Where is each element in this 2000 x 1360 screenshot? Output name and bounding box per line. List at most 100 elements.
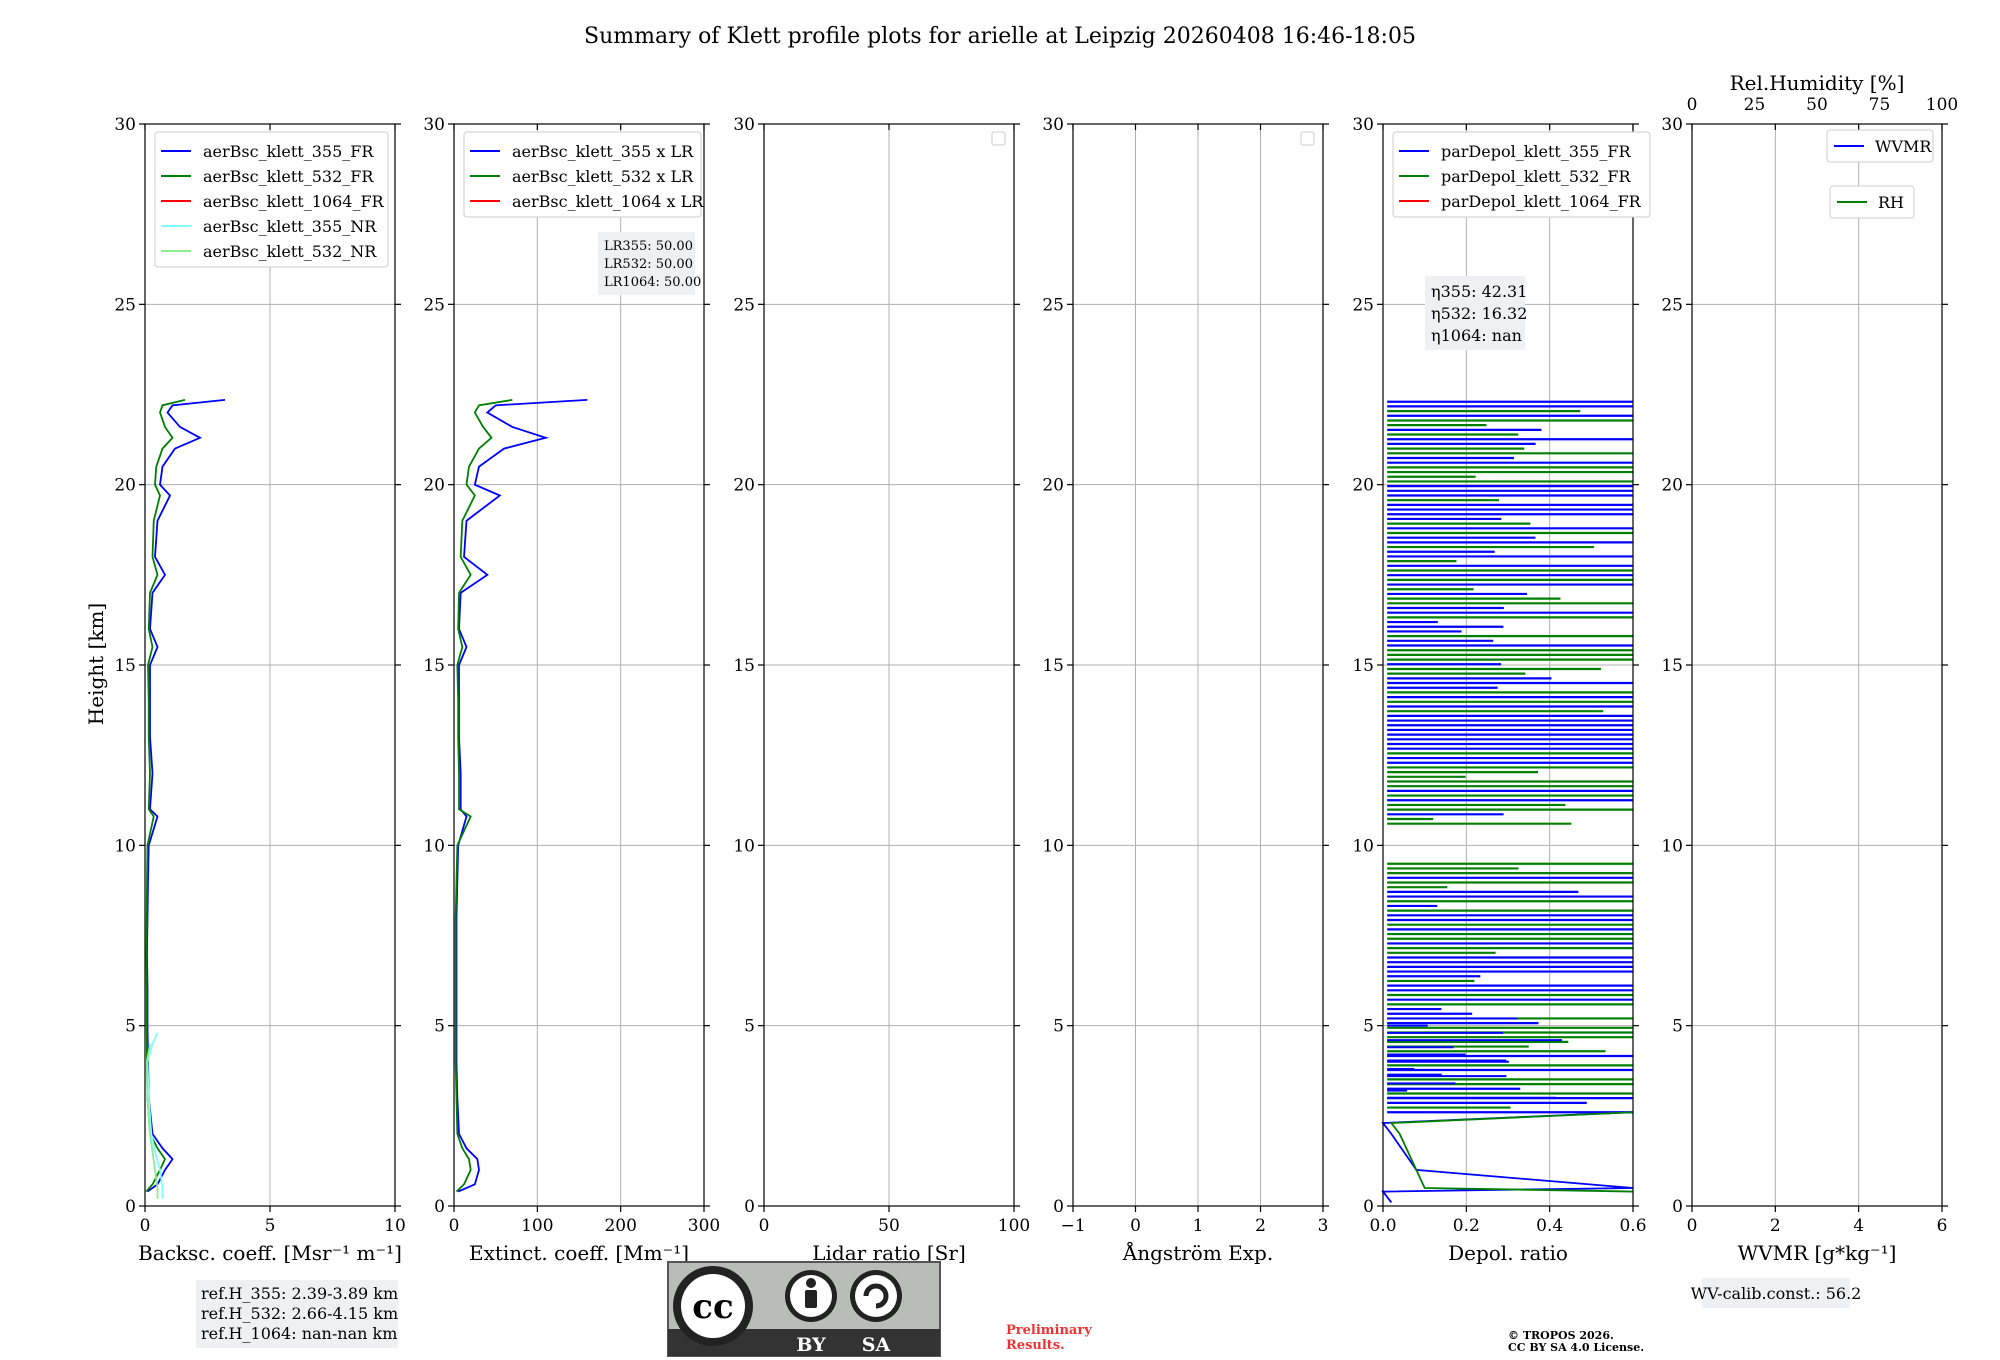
legend-box [1392, 131, 1651, 218]
x-tick-label: 6 [1937, 1216, 1948, 1236]
x2-tick-label: 25 [1744, 95, 1766, 115]
x-tick-label: 0.6 [1619, 1216, 1646, 1236]
y-tick-label: 25 [114, 295, 136, 315]
preliminary-line-2: Results. [1006, 1338, 1065, 1353]
x-tick-label: 50 [878, 1216, 900, 1236]
x-axis-label: Backsc. coeff. [Msr⁻¹ m⁻¹] [138, 1241, 402, 1265]
ref-height-line: ref.H_532: 2.66-4.15 km [201, 1304, 398, 1323]
plot-frame [1382, 123, 1634, 1207]
panel-backscatter: 0 5 10 0 5 10 15 20 25 30 Backsc. coeff. [Msr⁻¹ m⁻… [114, 115, 406, 1348]
y-tick-label: 15 [1352, 656, 1374, 676]
x-axis-label: Ångström Exp. [1122, 1240, 1273, 1265]
series-aerBsc_klett_532 x LR [454, 399, 513, 1193]
cc-license-badge: cc BY SA [667, 1261, 941, 1357]
lr-info-line: LR355: 50.00 [604, 239, 693, 254]
y-tick-label: 15 [114, 656, 136, 676]
y-tick-label: 30 [423, 115, 445, 135]
y-tick-label: 25 [1661, 295, 1683, 315]
legend-entry: aerBsc_klett_532_FR [203, 167, 374, 186]
y-tick-label: 15 [733, 656, 755, 676]
plot-frame [763, 123, 1015, 1207]
y-tick-label: 10 [1352, 836, 1374, 856]
plot-frame [453, 123, 705, 1207]
y-tick-label: 25 [1042, 295, 1064, 315]
ref-height-box [196, 1280, 398, 1348]
y-tick-label: 10 [1661, 836, 1683, 856]
x-tick-label: 100 [998, 1216, 1030, 1236]
x-tick-label: 0 [1130, 1216, 1141, 1236]
y-tick-label: 30 [1042, 115, 1064, 135]
cc-by-label: BY [796, 1334, 826, 1356]
y-tick-label: 20 [1661, 476, 1683, 496]
plot-frame [1691, 123, 1943, 1207]
legend-entry: parDepol_klett_532_FR [1441, 167, 1632, 186]
eta-info-line: η532: 16.32 [1431, 304, 1527, 323]
copyright-line-1: © TROPOS 2026. [1508, 1329, 1614, 1342]
y-tick-label: 20 [1042, 476, 1064, 496]
wv-calib-box [1702, 1278, 1850, 1308]
x-tick-label: 0 [759, 1216, 770, 1236]
legend-entry: aerBsc_klett_532_NR [203, 242, 377, 261]
y-tick-label: 5 [434, 1017, 445, 1037]
legend-entry: aerBsc_klett_532 x LR [512, 167, 694, 186]
lr-info-line: LR532: 50.00 [604, 257, 693, 272]
y-tick-label: 20 [733, 476, 755, 496]
x-tick-label: 2 [1255, 1216, 1266, 1236]
panel-depolarization: 0.0 0.2 0.4 0.6 0 5 10 15 20 25 30 Depol. ratio parD… [1352, 115, 1651, 1265]
x2-axis-label: Rel.Humidity [%] [1730, 71, 1905, 95]
x-tick-label: 200 [604, 1216, 636, 1236]
copyright-line-2: CC BY SA 4.0 License. [1508, 1341, 1644, 1354]
series-aerBsc_klett_355_NR [146, 1032, 164, 1199]
eta-info-line: η1064: nan [1431, 326, 1522, 345]
y-tick-label: 0 [434, 1197, 445, 1217]
series-aerBsc_klett_532_NR [146, 1043, 159, 1199]
x-axis-label: Depol. ratio [1448, 1241, 1568, 1265]
x-tick-label: 3 [1318, 1216, 1329, 1236]
y-tick-label: 20 [114, 476, 136, 496]
legend-entry: parDepol_klett_355_FR [1441, 142, 1632, 161]
series-parDepol_klett_355_FR [1381, 1111, 1634, 1203]
legend-box [154, 131, 389, 268]
y-tick-label: 25 [733, 295, 755, 315]
y-tick-label: 0 [1363, 1197, 1374, 1217]
preliminary-line-1: Preliminary [1006, 1323, 1092, 1338]
cc-logo-text: cc [692, 1287, 733, 1327]
y-tick-label: 30 [1661, 115, 1683, 135]
x-tick-label: 0 [1687, 1216, 1698, 1236]
y-tick-label: 30 [1352, 115, 1374, 135]
legend-entry: aerBsc_klett_1064_FR [203, 192, 385, 211]
y-tick-label: 0 [1053, 1197, 1064, 1217]
y-tick-label: 5 [1672, 1017, 1683, 1037]
x-tick-label: −1 [1060, 1216, 1085, 1236]
y-tick-label: 5 [744, 1017, 755, 1037]
y-tick-label: 5 [125, 1017, 136, 1037]
x-tick-label: 2 [1770, 1216, 1781, 1236]
eta-info-line: η355: 42.31 [1431, 282, 1527, 301]
wv-calib-text: WV-calib.const.: 56.2 [1691, 1284, 1862, 1303]
series-aerBsc_klett_355 x LR [455, 399, 588, 1193]
x-tick-label: 1 [1193, 1216, 1204, 1236]
legend-entry: aerBsc_klett_355_NR [203, 217, 377, 236]
y-tick-label: 10 [733, 836, 755, 856]
legend-entry: RH [1878, 193, 1904, 212]
y-tick-label: 15 [1042, 656, 1064, 676]
figure-title: Summary of Klett profile plots for ariel… [584, 24, 1416, 49]
ref-height-line: ref.H_355: 2.39-3.89 km [201, 1284, 398, 1303]
panel-extinction: 0 100 200 300 0 5 10 15 20 25 30 Extinct. coeff. [M… [423, 115, 720, 1265]
x-tick-label: 100 [521, 1216, 553, 1236]
y-tick-label: 10 [1042, 836, 1064, 856]
plot-frame [1072, 123, 1324, 1207]
x-tick-label: 5 [265, 1216, 276, 1236]
y-tick-label: 5 [1363, 1017, 1374, 1037]
ref-height-line: ref.H_1064: nan-nan km [201, 1324, 397, 1343]
x-axis-label: Extinct. coeff. [Mm⁻¹] [469, 1241, 689, 1265]
empty-legend-box [1300, 131, 1315, 146]
legend-box [463, 131, 702, 218]
legend-entry: WVMR [1875, 137, 1932, 156]
legend-box [1826, 129, 1934, 163]
y-tick-label: 10 [423, 836, 445, 856]
